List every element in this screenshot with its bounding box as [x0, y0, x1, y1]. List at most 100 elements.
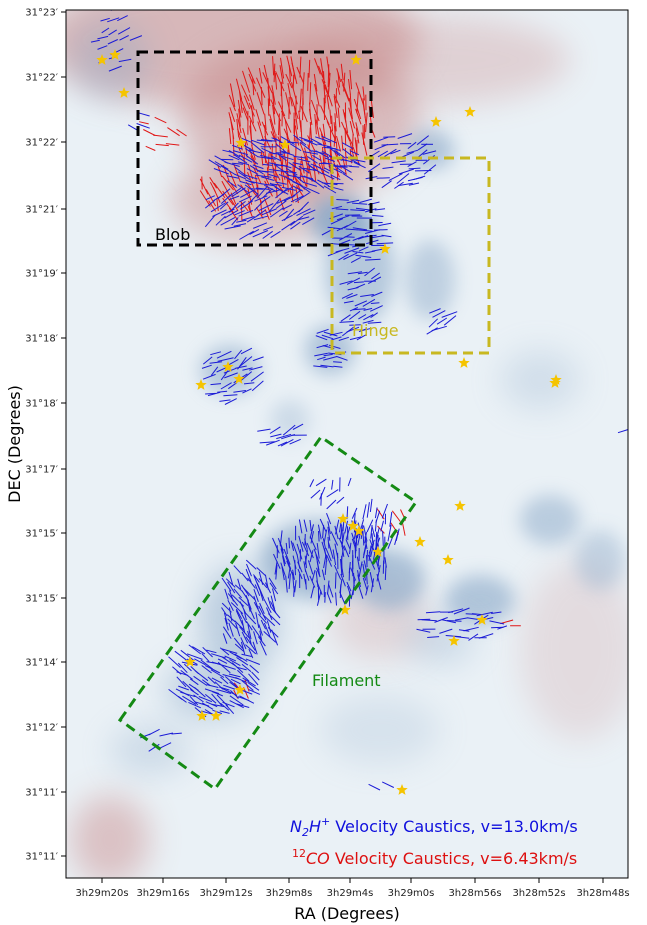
n2h-vector	[310, 531, 314, 544]
protostar-star-icon	[337, 513, 349, 524]
n2h-vector	[234, 349, 243, 360]
n2h-vector	[373, 229, 388, 231]
n2h-vector	[188, 701, 201, 709]
n2h-emission-region	[500, 350, 580, 410]
co-vector	[271, 85, 276, 105]
n2h-vector	[129, 35, 143, 41]
n2h-vector	[282, 555, 286, 567]
protostar-star-icon	[339, 604, 351, 615]
n2h-vector	[285, 542, 288, 554]
n2h-vector	[241, 680, 254, 691]
n2h-vector	[280, 562, 286, 577]
co-vector	[269, 114, 276, 134]
n2h-vector	[241, 631, 249, 644]
n2h-vector	[268, 173, 279, 178]
n2h-vector	[228, 382, 238, 390]
n2h-vector	[309, 524, 314, 539]
n2h-vector	[275, 181, 287, 185]
n2h-vector	[336, 167, 346, 175]
n2h-vector	[303, 519, 308, 532]
n2h-vector	[363, 525, 368, 542]
n2h-vector	[200, 659, 214, 670]
co-vector	[247, 67, 256, 84]
co-vector	[275, 71, 285, 92]
n2h-vector	[298, 519, 303, 534]
n2h-vector	[357, 574, 361, 588]
n2h-vector	[366, 573, 368, 585]
n2h-vector	[316, 567, 321, 578]
y-tick-label: 31°11′	[25, 788, 58, 799]
protostar-star-icon	[195, 379, 207, 390]
n2h-vector	[233, 154, 248, 164]
n2h-vector	[251, 625, 262, 640]
n2h-vector	[283, 548, 291, 565]
n2h-vector	[90, 39, 100, 43]
n2h-vector	[250, 139, 265, 146]
co-vector	[243, 95, 251, 110]
n2h-vector	[362, 298, 376, 307]
n2h-vector	[270, 606, 281, 619]
co-vector	[307, 144, 313, 159]
n2h-vector	[327, 580, 330, 595]
n2h-vector	[210, 366, 219, 376]
n2h-vector	[210, 383, 222, 386]
n2h-vector	[234, 620, 245, 631]
n2h-velocity-caustic-vectors	[90, 10, 628, 791]
n2h-vector	[269, 207, 284, 218]
n2h-vector	[233, 173, 247, 180]
co-vector	[278, 113, 280, 136]
n2h-vector	[326, 146, 341, 151]
protostar-star-icon	[196, 710, 208, 721]
n2h-vector	[241, 572, 249, 582]
n2h-vector	[236, 666, 247, 671]
co-vector	[232, 133, 235, 156]
n2h-vector	[265, 189, 282, 194]
n2h-vector	[335, 592, 337, 606]
n2h-vector	[253, 589, 259, 602]
co-vector	[390, 522, 400, 535]
co-vector	[315, 119, 320, 138]
protostar-star-icon	[550, 374, 562, 385]
n2h-vector	[254, 200, 265, 211]
n2h-vector	[292, 181, 304, 188]
n2h-vector	[227, 593, 239, 606]
n2h-vector	[260, 619, 267, 630]
n2h-vector	[216, 366, 228, 373]
n2h-vector	[263, 631, 277, 643]
n2h-vector	[316, 328, 329, 334]
n2h-vector	[315, 335, 328, 341]
n2h-vector	[354, 300, 368, 307]
n2h-vector	[205, 701, 218, 708]
co-vector	[365, 112, 368, 133]
n2h-vector	[343, 545, 350, 558]
n2h-vector	[381, 781, 395, 788]
n2h-vector	[368, 163, 381, 173]
n2h-vector	[216, 350, 232, 359]
n2h-vector	[183, 663, 192, 672]
protostar-star-icon	[353, 525, 365, 536]
n2h-vector	[340, 165, 352, 173]
n2h-vector	[448, 608, 464, 614]
n2h-vector	[352, 251, 364, 254]
n2h-vector	[244, 184, 259, 195]
n2h-vector	[258, 605, 267, 621]
n2h-vector	[268, 199, 280, 213]
n2h-vector	[247, 681, 260, 691]
n2h-vector	[258, 203, 274, 212]
n2h-vector	[338, 253, 349, 261]
n2h-vector	[225, 578, 236, 588]
n2h-vector	[107, 17, 120, 23]
n2h-vector	[432, 310, 446, 318]
n2h-vector	[210, 351, 222, 356]
protostar-star-icon	[234, 684, 246, 695]
n2h-vector	[212, 709, 223, 715]
n2h-vector	[351, 507, 358, 519]
n2h-vector	[320, 364, 334, 368]
n2h-vector	[245, 636, 256, 651]
co-vector	[251, 144, 256, 160]
n2h-vector	[292, 569, 295, 580]
n2h-vector	[249, 366, 263, 371]
n2h-vector	[346, 294, 358, 299]
n2h-vector	[224, 372, 238, 379]
co-vector	[229, 197, 239, 212]
